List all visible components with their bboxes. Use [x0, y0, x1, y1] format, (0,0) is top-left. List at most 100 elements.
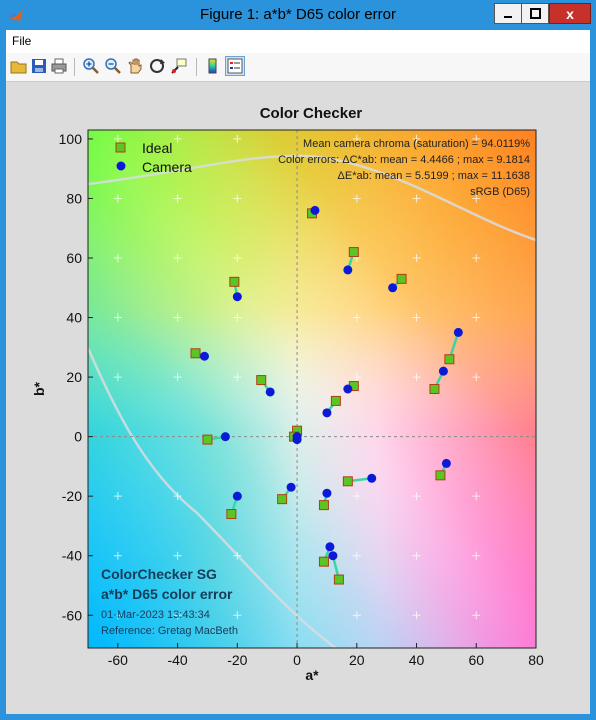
gamut-boundary-bottom [88, 347, 337, 648]
legend-icon[interactable] [225, 56, 245, 76]
annotation-delta-c: Color errors: ΔC*ab: mean = 4.4466 ; max… [278, 154, 530, 166]
grid-cross [113, 373, 122, 382]
caption-reference: Reference: Gretag MacBeth [101, 625, 238, 637]
plot-frame [87, 129, 537, 649]
maximize-button[interactable] [521, 3, 549, 24]
pan-hand-icon[interactable] [126, 57, 144, 75]
grid-cross [352, 492, 361, 501]
zoom-in-icon[interactable] [82, 57, 100, 75]
ideal-point [318, 500, 329, 511]
y-tick-label: -20 [62, 488, 82, 504]
ideal-point [444, 354, 455, 365]
figure-canvas: Color Checker -60 -40 -20 0 20 40 60 80 -60 -40-… [6, 82, 590, 714]
x-tick-label: 0 [293, 652, 301, 668]
grid-cross [412, 373, 421, 382]
grid-cross [113, 611, 122, 620]
grid-crosses [113, 134, 481, 620]
grid-cross [173, 313, 182, 322]
camera-point [286, 482, 296, 492]
grid-cross [173, 194, 182, 203]
grid-cross [173, 611, 182, 620]
ideal-point [229, 276, 240, 287]
grid-cross [173, 492, 182, 501]
camera-point [388, 283, 398, 293]
y-tick-label: -40 [62, 548, 82, 564]
camera-point [343, 384, 353, 394]
y-tick-label: 100 [59, 131, 83, 147]
y-axis-label: b* [31, 381, 47, 396]
title-bar[interactable]: Figure 1: a*b* D65 color error x [0, 0, 596, 30]
grid-cross [113, 194, 122, 203]
legend-ideal-marker [115, 142, 126, 153]
annotation-delta-e: ΔE*ab: mean = 5.5199 ; max = 11.1638 [338, 170, 530, 182]
caption-line-2: a*b* D65 color error [101, 586, 233, 602]
ideal-point [226, 509, 237, 520]
grid-cross [472, 254, 481, 263]
x-tick-label: 80 [528, 652, 544, 668]
close-icon: x [566, 5, 574, 22]
zoom-out-icon[interactable] [104, 57, 122, 75]
camera-point [199, 351, 209, 361]
grid-cross [113, 313, 122, 322]
ideal-point [318, 556, 329, 567]
error-annotations: Mean camera chroma (saturation) = 94.011… [278, 138, 530, 198]
camera-point [220, 432, 230, 442]
grid-cross [472, 551, 481, 560]
menu-file[interactable]: File [12, 34, 32, 48]
ideal-point [348, 247, 359, 258]
annotation-colorspace: sRGB (D65) [470, 186, 530, 198]
grid-cross [352, 194, 361, 203]
grid-cross [472, 373, 481, 382]
grid-cross [113, 492, 122, 501]
chart-title: Color Checker [260, 105, 363, 122]
ideal-point [429, 384, 440, 394]
grid-cross [412, 134, 421, 143]
data-cursor-icon[interactable] [170, 57, 188, 75]
save-icon[interactable] [30, 57, 48, 75]
camera-point [367, 473, 377, 483]
chart-caption: ColorChecker SG a*b* D65 color error 01-… [101, 566, 238, 637]
legend-ideal-label: Ideal [142, 140, 172, 156]
rotate-icon[interactable] [148, 57, 166, 75]
camera-markers [199, 205, 463, 561]
camera-point [292, 435, 302, 445]
grid-cross [113, 134, 122, 143]
ideal-point [202, 434, 213, 445]
menu-bar: File [6, 30, 590, 53]
colorbar-icon[interactable] [204, 57, 222, 75]
maximize-icon [529, 8, 541, 19]
camera-point [325, 542, 335, 552]
y-tick-label: 20 [66, 369, 82, 385]
legend: Ideal Camera [115, 140, 192, 175]
ideal-point [190, 348, 201, 359]
grid-cross [412, 254, 421, 263]
minimize-button[interactable] [494, 3, 522, 24]
grid-cross [472, 194, 481, 203]
open-folder-icon[interactable] [10, 57, 28, 75]
grid-cross [352, 313, 361, 322]
camera-point [310, 205, 320, 215]
close-button[interactable]: x [549, 3, 591, 24]
ideal-point [330, 395, 341, 406]
x-tick-label: -60 [108, 652, 128, 668]
grid-cross [412, 492, 421, 501]
grid-cross [412, 194, 421, 203]
x-tick-label: 20 [349, 652, 365, 668]
grid-cross [233, 373, 242, 382]
ideal-point [277, 494, 288, 505]
x-axis-ticks: -60 -40 -20 0 20 40 60 80 [108, 643, 544, 668]
grid-cross [113, 254, 122, 263]
ideal-point [333, 574, 344, 585]
x-tick-label: -40 [167, 652, 187, 668]
grid-cross [472, 492, 481, 501]
print-icon[interactable] [50, 57, 68, 75]
grid-cross [352, 551, 361, 560]
y-tick-label: 40 [66, 310, 82, 326]
grid-cross [352, 373, 361, 382]
chart: Color Checker -60 -40 -20 0 20 40 60 80 -60-40-… [31, 105, 544, 683]
grid-cross [472, 611, 481, 620]
caption-line-1: ColorChecker SG [101, 566, 217, 582]
y-tick-label: 60 [66, 250, 82, 266]
annotation-chroma: Mean camera chroma (saturation) = 94.011… [303, 138, 530, 150]
y-axis-ticks: -60 -40 -20 0 20 40 60 80 100 [59, 131, 93, 623]
